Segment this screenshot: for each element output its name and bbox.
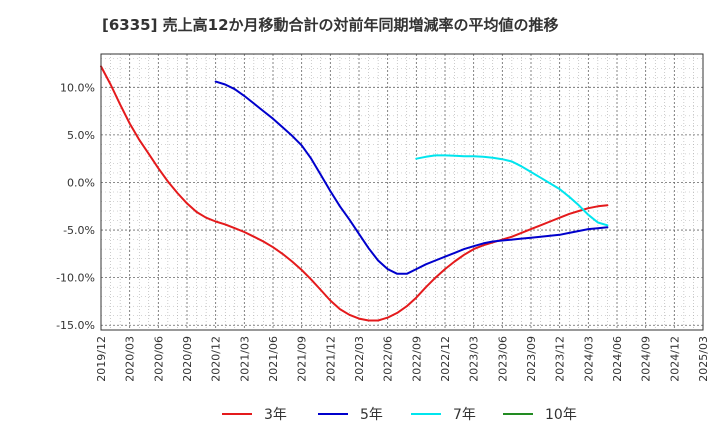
series-layer: [100, 65, 609, 322]
grid: [101, 54, 703, 330]
series-line-5年: [214, 80, 609, 275]
x-tick-label: 2021/09: [296, 336, 309, 382]
y-tick-label: 10.0%: [60, 81, 95, 94]
x-tick-label: 2020/12: [210, 336, 223, 382]
x-tick-label: 2023/12: [554, 336, 567, 382]
y-tick-label: 5.0%: [67, 129, 95, 142]
y-tick-label: 0.0%: [67, 176, 95, 189]
x-tick-label: 2021/06: [267, 336, 280, 382]
legend-label: 3年: [264, 407, 287, 423]
x-tick-label: 2023/03: [468, 336, 481, 382]
chart-title: [6335] 売上高12か月移動合計の対前年同期増減率の平均値の推移: [102, 16, 559, 34]
y-tick-label: -10.0%: [56, 272, 95, 285]
x-tick-label: 2021/12: [324, 336, 337, 382]
y-tick-labels: 10.0% 5.0% 0.0% -5.0% -10.0% -15.0%: [56, 81, 95, 332]
x-tick-label: 2024/12: [668, 336, 681, 382]
x-tick-label: 2024/09: [640, 336, 653, 382]
x-tick-label: 2020/09: [181, 336, 194, 382]
x-tick-labels: 2019/12 2020/03 2020/06 2020/09 2020/12 2021/…: [95, 336, 710, 382]
x-tick-label: 2021/03: [238, 336, 251, 382]
series-line-3年: [100, 65, 609, 322]
x-tick-label: 2024/03: [582, 336, 595, 382]
x-tick-label: 2022/12: [439, 336, 452, 382]
y-tick-label: -5.0%: [63, 224, 95, 237]
plot-frame: [100, 53, 704, 331]
legend-label: 5年: [360, 407, 383, 423]
x-tick-label: 2020/06: [152, 336, 165, 382]
x-tick-label: 2022/06: [382, 336, 395, 382]
x-tick-label: 2024/06: [611, 336, 624, 382]
y-tick-label: -15.0%: [56, 319, 95, 332]
legend-label: 10年: [545, 407, 577, 423]
axes: [100, 53, 704, 331]
series-line-7年: [415, 154, 609, 227]
x-tick-label: 2020/03: [124, 336, 137, 382]
legend-label: 7年: [453, 407, 476, 423]
legend: 3年 5年 7年 10年: [222, 407, 577, 423]
x-tick-label: 2023/09: [525, 336, 538, 382]
x-tick-label: 2022/03: [353, 336, 366, 382]
x-tick-label: 2022/09: [410, 336, 423, 382]
x-tick-label: 2023/06: [496, 336, 509, 382]
x-tick-label: 2019/12: [95, 336, 108, 382]
x-tick-label: 2025/03: [697, 336, 710, 382]
